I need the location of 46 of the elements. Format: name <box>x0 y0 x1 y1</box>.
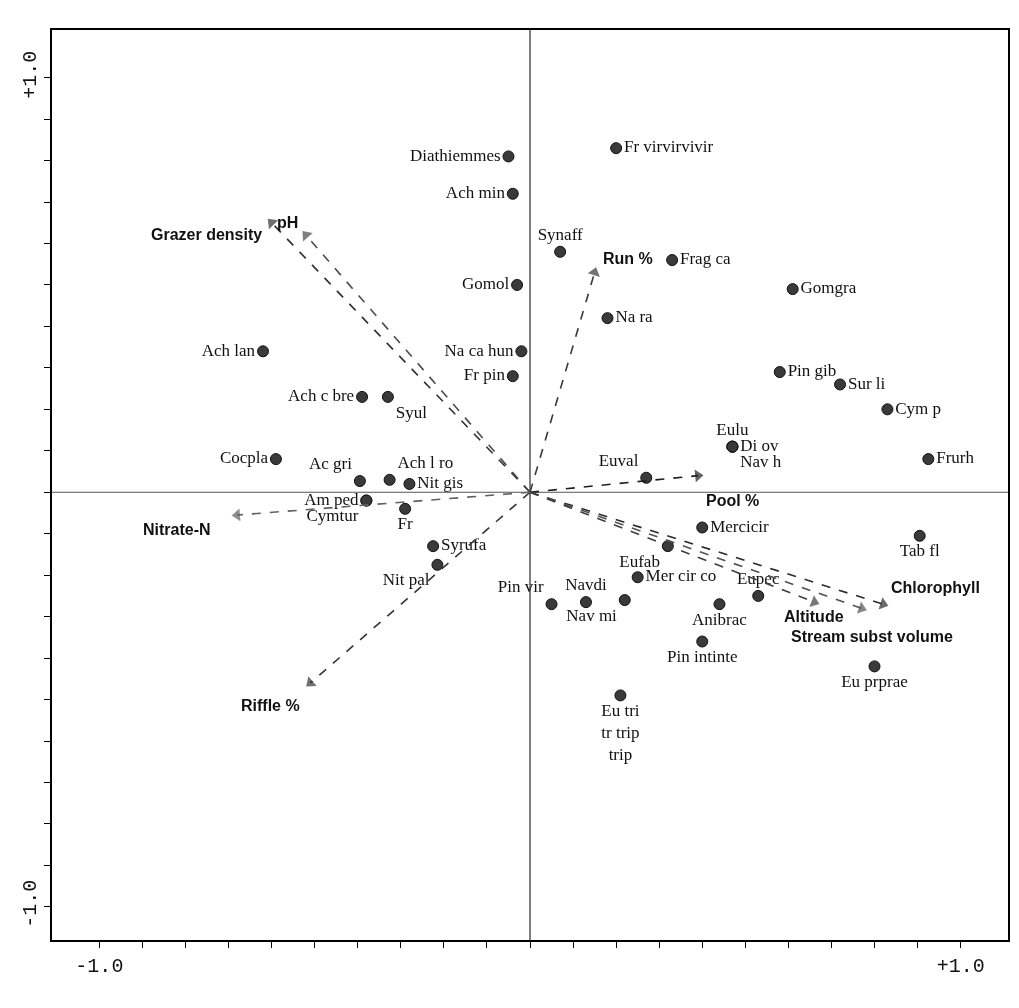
data-label: Nav mi <box>566 605 618 625</box>
series-label: Stream subst volume <box>791 628 953 645</box>
data-label: Sur li <box>847 373 886 393</box>
data-label: Eupec <box>736 568 780 588</box>
data-label: Ach lan <box>201 340 256 360</box>
data-label: Diathiemmes <box>409 145 501 165</box>
data-label: Na ra <box>615 307 654 327</box>
series-label: Riffle % <box>241 697 300 714</box>
data-label: Nav h <box>740 452 782 472</box>
data-label: Syrufa <box>440 535 487 555</box>
data-label: Pin intinte <box>667 647 738 667</box>
data-label: Tab fl <box>899 541 940 561</box>
series-label: Altitude <box>784 608 844 625</box>
data-label: Ach min <box>445 183 506 203</box>
data-label: Frag ca <box>679 249 731 269</box>
data-label: Mercicir <box>710 516 769 536</box>
series-label: Pool % <box>706 492 760 509</box>
series-label: Run % <box>603 250 653 267</box>
data-label: Pin gib <box>787 361 837 381</box>
data-label: Anibrac <box>692 609 748 629</box>
data-label: Ac gri <box>309 453 353 473</box>
series-label: Nitrate-N <box>143 521 211 538</box>
data-label: Cocpla <box>219 448 269 468</box>
series-label: Chlorophyll <box>891 579 980 596</box>
series-label: Grazer density <box>151 226 263 243</box>
data-label: Na ca hun <box>444 340 515 360</box>
data-label: Eu tri tr trip trip <box>601 701 640 765</box>
data-label: Gomol <box>461 274 510 294</box>
data-label: Fr <box>397 514 414 534</box>
data-label: Ach l ro <box>397 452 454 472</box>
series-label: pH <box>277 214 299 231</box>
data-label: Gomgra <box>800 278 857 298</box>
data-label: Nit pal <box>382 570 430 590</box>
data-label: Syul <box>395 402 428 422</box>
data-label: Fr virvirvivir <box>624 137 714 157</box>
data-label: Navdi <box>565 574 608 594</box>
data-label: Nit gis <box>417 473 464 493</box>
data-label: Fr pin <box>463 365 506 385</box>
data-label: Frurh <box>936 448 975 468</box>
data-label: Synaff <box>537 224 583 244</box>
data-label: Eu prprae <box>841 672 908 692</box>
data-label: Am ped <box>304 489 359 509</box>
data-label: Ach c bre <box>288 386 355 406</box>
data-label: Cym p <box>895 398 942 418</box>
data-label: Pin vir <box>497 577 544 597</box>
data-label: Euval <box>598 450 639 470</box>
